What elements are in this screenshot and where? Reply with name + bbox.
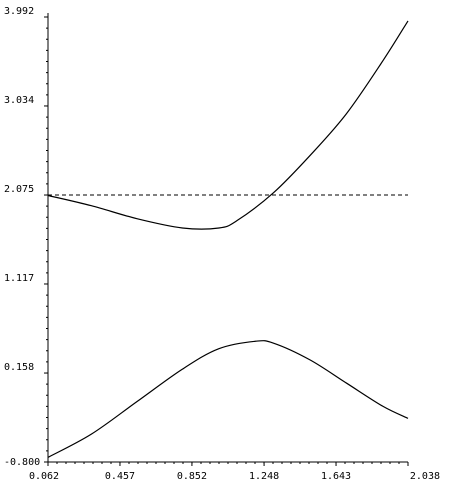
x-tick-label: 2.038 — [410, 471, 440, 482]
x-tick-label: 1.248 — [249, 471, 279, 482]
x-axis-ticks: 0.062 0.457 0.852 1.248 1.643 2.038 — [29, 462, 440, 482]
y-axis-ticks: 3.992 3.034 2.075 1.117 0.158 -0.800 — [4, 6, 48, 468]
x-tick-label: 1.643 — [321, 471, 351, 482]
y-tick-label: 2.075 — [4, 184, 34, 195]
y-tick-label: 1.117 — [4, 273, 34, 284]
axes — [47, 13, 408, 463]
x-tick-label: 0.457 — [105, 471, 135, 482]
series-line-1 — [47, 20, 409, 230]
y-tick-label: -0.800 — [4, 457, 40, 468]
y-tick-label: 3.992 — [4, 6, 34, 17]
x-tick-label: 0.852 — [177, 471, 207, 482]
y-tick-label: 3.034 — [4, 95, 34, 106]
series-layer — [47, 20, 409, 458]
series-line-2 — [47, 340, 409, 458]
x-tick-label: 0.062 — [29, 471, 59, 482]
y-tick-label: 0.158 — [4, 362, 34, 373]
